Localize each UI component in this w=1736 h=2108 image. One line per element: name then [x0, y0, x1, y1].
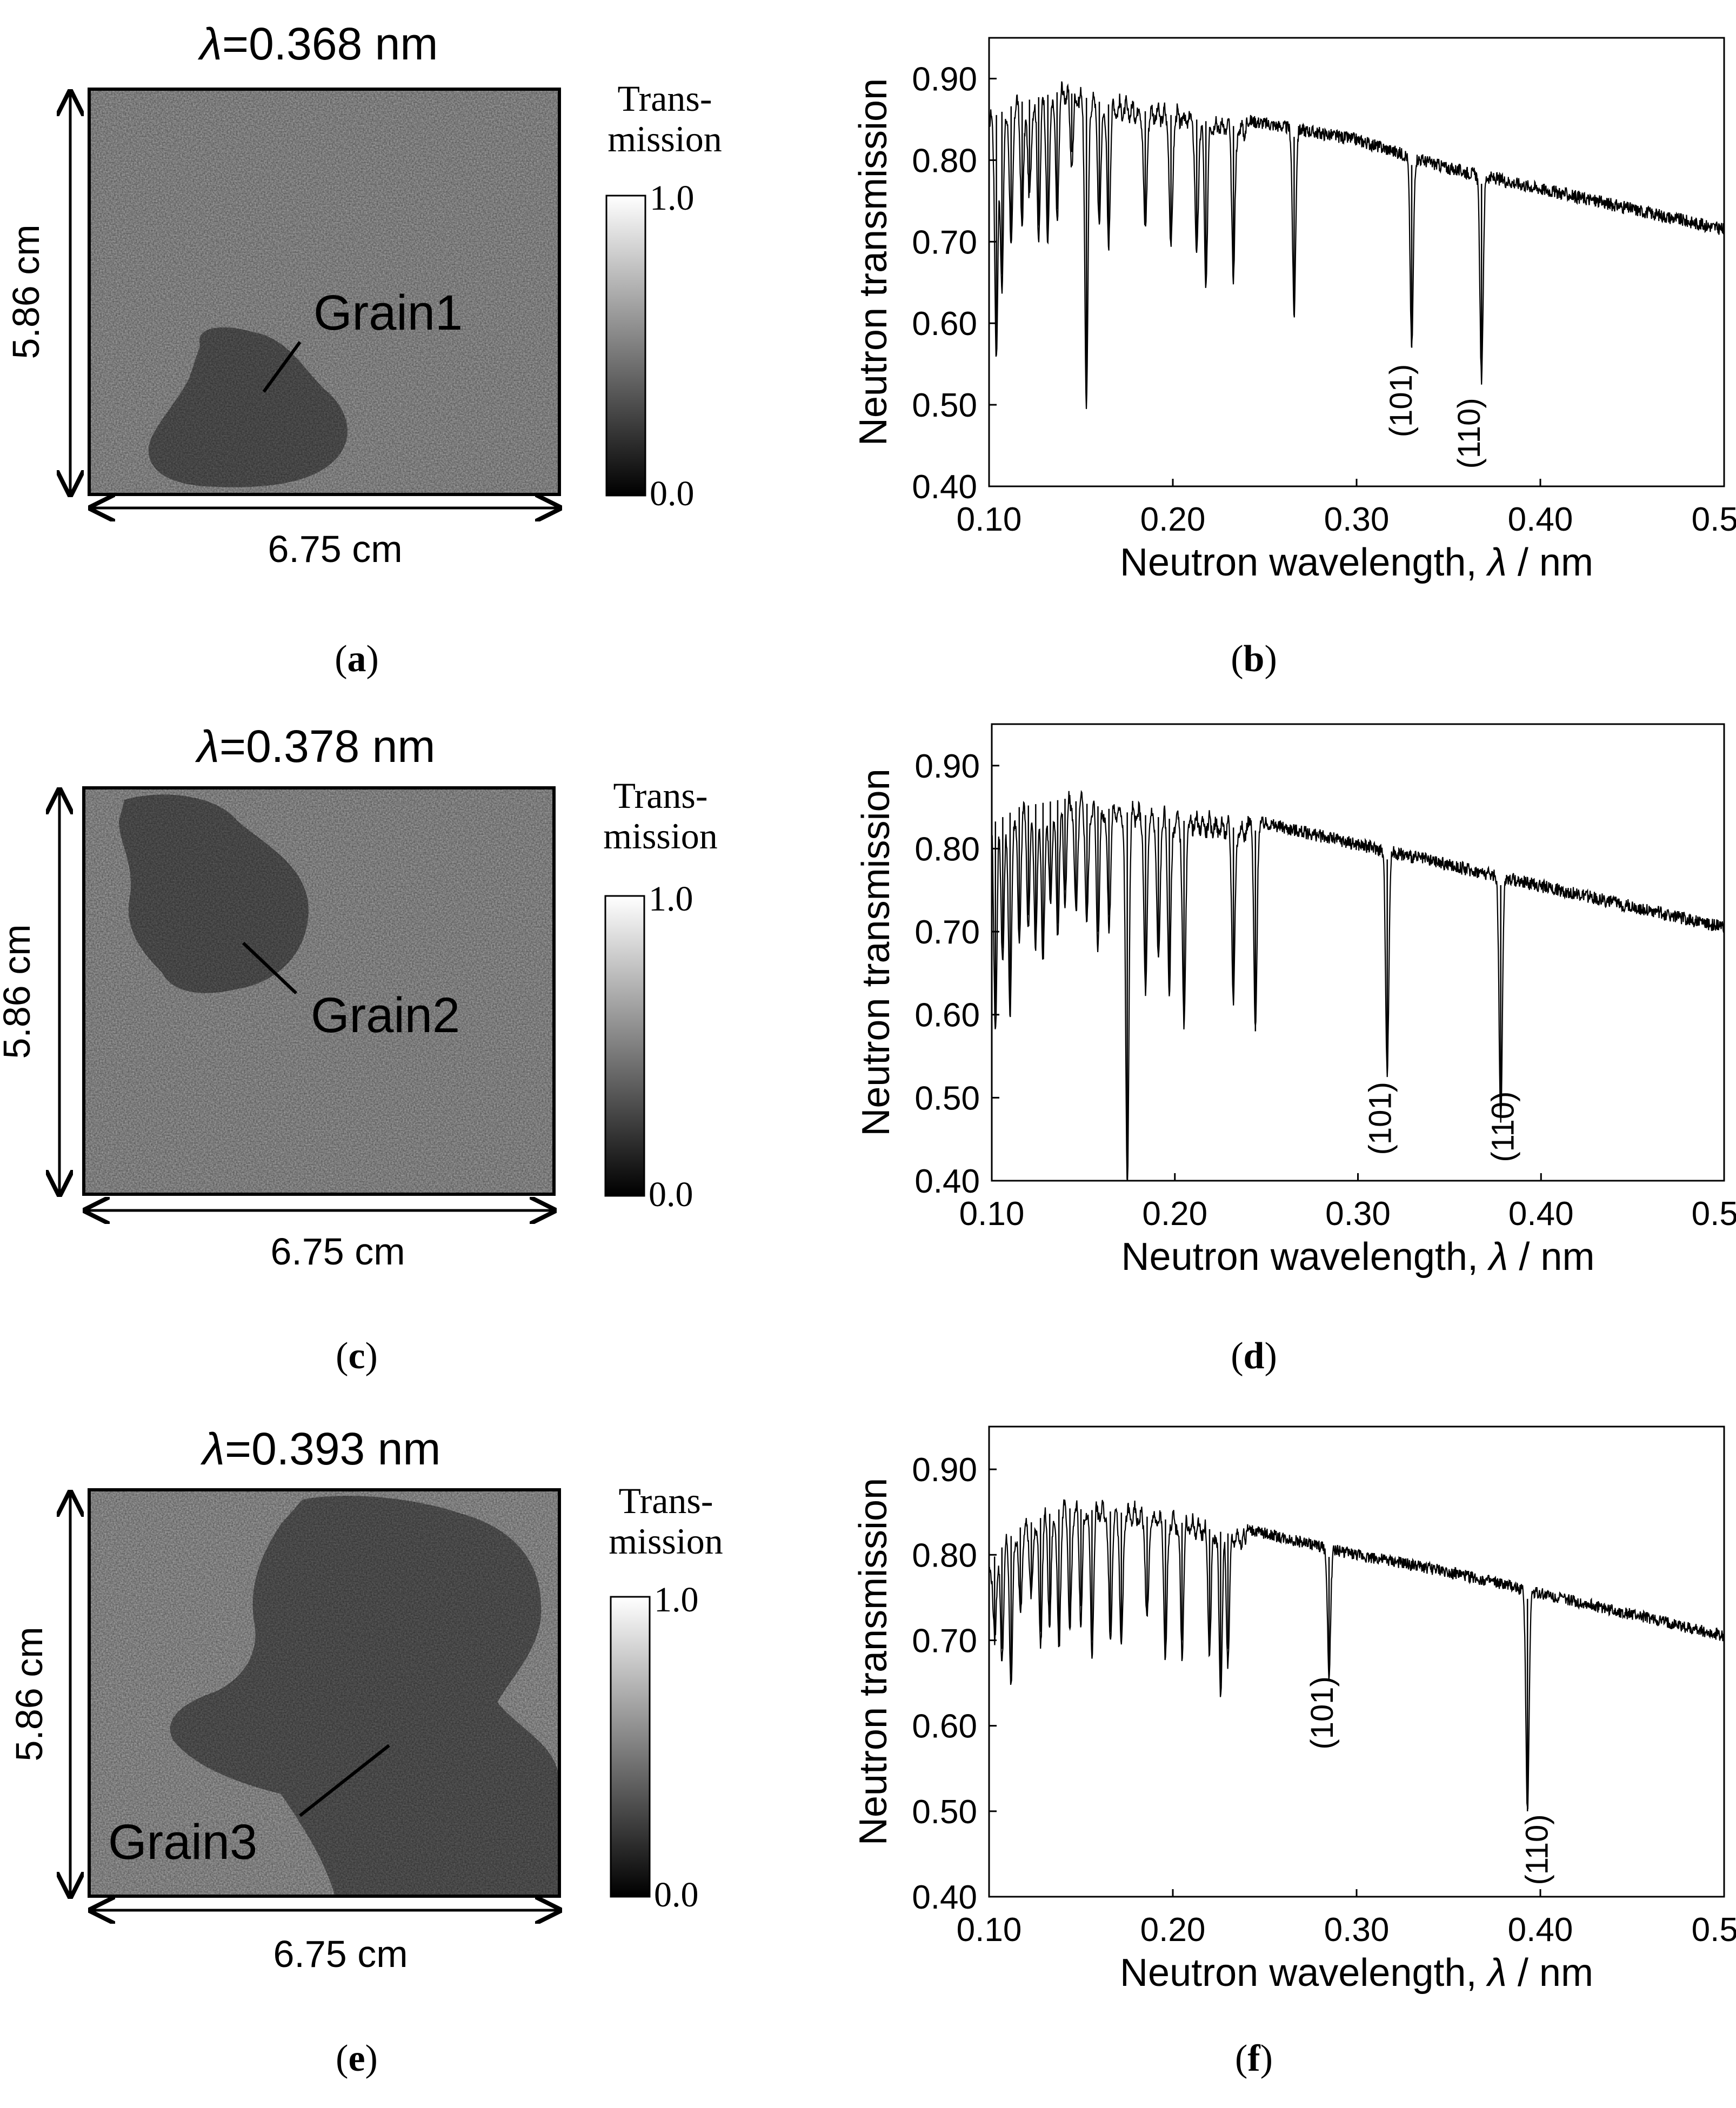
chart-d-ytick-label: 0.60 [914, 997, 980, 1034]
chart-d-peak-label: (101) [1363, 1082, 1398, 1155]
panel-a-colorbar-title-2: mission [607, 118, 722, 159]
chart-d-xlabel: Neutron wavelength, λ / nm [1121, 1235, 1595, 1279]
chart-d-ytick-label: 0.70 [914, 914, 980, 951]
chart-b-ytick-label: 0.70 [912, 224, 977, 261]
panel-c-colorbar-max: 1.0 [649, 879, 693, 919]
panel-e-colorbar-min: 0.0 [654, 1875, 699, 1915]
chart-d-ytick-label: 0.80 [914, 831, 980, 868]
panel-e-lambda-title: λ=0.393 nm [201, 1423, 441, 1474]
chart-b-peak-label: (110) [1452, 398, 1487, 469]
chart-b-peak-label: (101) [1384, 364, 1419, 437]
panel-e-colorbar-max: 1.0 [654, 1580, 699, 1620]
chart-d-frame [991, 723, 1725, 1182]
chart-b-spectrum-line [988, 81, 1725, 409]
chart-b-xtick-label: 0.40 [1508, 501, 1573, 538]
chart-d-xtick-label: 0.40 [1508, 1195, 1574, 1233]
panel-a-colorbar-min: 0.0 [650, 474, 695, 513]
chart-f-peak-label: (110) [1520, 1814, 1555, 1885]
chart-b-ytick-label: 0.90 [912, 61, 977, 98]
chart-f-frame [988, 1426, 1725, 1898]
caption-c: (c) [336, 1335, 378, 1377]
caption-d: (d) [1231, 1335, 1277, 1377]
panel-a-width-label: 6.75 cm [268, 528, 403, 570]
panel-c-colorbar-min: 0.0 [649, 1175, 693, 1214]
panel-c-colorbar-title-2: mission [603, 815, 718, 856]
chart-f-xtick-label: 0.10 [957, 1911, 1022, 1949]
chart-d-ylabel: Neutron transmission [854, 768, 898, 1136]
panel-e-grain-label: Grain3 [108, 1815, 257, 1870]
chart-f-peak-label: (101) [1305, 1676, 1340, 1749]
panel-a-grain-label: Grain1 [313, 285, 463, 340]
chart-f-xtick-label: 0.30 [1324, 1911, 1390, 1949]
chart-b-xtick-label: 0.50 [1692, 501, 1736, 538]
panel-c-height-label: 5.86 cm [0, 925, 38, 1059]
panel-a-colorbar-title-1: Trans- [617, 78, 712, 119]
chart-f-ylabel: Neutron transmission [852, 1478, 895, 1845]
panel-e-width-label: 6.75 cm [273, 1933, 408, 1975]
chart-f-spectrum-line [988, 1499, 1725, 1809]
chart-b-xtick-label: 0.10 [957, 501, 1022, 538]
panel-e-height-label: 5.86 cm [8, 1627, 50, 1762]
chart-b: 0.40 0.50 0.60 0.70 0.80 0.90 0.10 0.20 0.30 0.40… [852, 37, 1736, 584]
chart-b-ytick-label: 0.60 [912, 305, 977, 343]
panel-a-height-label: 5.86 cm [5, 225, 47, 359]
panel-c-grain-label: Grain2 [311, 988, 460, 1043]
chart-d-spectrum-line [991, 789, 1725, 1181]
chart-f-ytick-label: 0.50 [912, 1794, 977, 1831]
caption-b: (b) [1231, 638, 1277, 680]
panel-e-colorbar [610, 1596, 651, 1898]
chart-f-xtick-label: 0.20 [1140, 1911, 1206, 1949]
chart-b-xtick-label: 0.30 [1324, 501, 1390, 538]
chart-d-xtick-label: 0.20 [1142, 1195, 1207, 1233]
chart-f-ytick-label: 0.40 [912, 1879, 977, 1916]
chart-b-xtick-label: 0.20 [1140, 501, 1206, 538]
chart-f-ytick-label: 0.90 [912, 1451, 977, 1489]
caption-a: (a) [335, 638, 379, 680]
panel-c-width-label: 6.75 cm [271, 1230, 405, 1273]
panel-a-colorbar [605, 195, 646, 497]
panel-c-image: λ=0.378 nm Grain2 5.86 cm 6.75 cm Trans-… [0, 721, 718, 1273]
panel-a-image: λ=0.368 nm Grain1 5.86 cm 6.75 cm Trans-… [5, 18, 722, 570]
chart-d-ytick-label: 0.50 [914, 1080, 980, 1117]
panel-e-image: λ=0.393 nm Grain3 5.86 cm 6.75 cm Trans-… [8, 1423, 723, 1975]
caption-e: (e) [336, 2038, 378, 2079]
chart-b-ytick-label: 0.40 [912, 469, 977, 506]
panel-e-colorbar-title-1: Trans- [618, 1480, 713, 1521]
chart-b-ytick-label: 0.80 [912, 142, 977, 179]
chart-f: 0.40 0.50 0.60 0.70 0.80 0.90 0.10 0.20 0.30 0.40… [852, 1426, 1736, 1995]
chart-d: 0.40 0.50 0.60 0.70 0.80 0.90 0.10 0.20 0.30 0.40… [854, 723, 1736, 1279]
panel-e-colorbar-title-2: mission [609, 1521, 723, 1562]
panel-c-colorbar [604, 895, 645, 1197]
panel-c-colorbar-title-1: Trans- [613, 775, 707, 816]
transmission-spectra: 0.40 0.50 0.60 0.70 0.80 0.90 0.10 0.20 0.30 0.40… [852, 37, 1736, 1995]
chart-b-ylabel: Neutron transmission [852, 78, 895, 446]
chart-b-xlabel: Neutron wavelength, λ / nm [1120, 541, 1593, 584]
chart-d-xtick-label: 0.30 [1325, 1195, 1391, 1233]
chart-f-xtick-label: 0.50 [1692, 1911, 1736, 1949]
transmission-images: λ=0.368 nm Grain1 5.86 cm 6.75 cm Trans-… [0, 18, 723, 1975]
chart-f-ytick-label: 0.80 [912, 1537, 977, 1574]
chart-f-xtick-label: 0.40 [1508, 1911, 1573, 1949]
chart-d-ytick-label: 0.40 [914, 1163, 980, 1200]
chart-d-xtick-label: 0.10 [959, 1195, 1025, 1233]
chart-d-xtick-label: 0.50 [1692, 1195, 1736, 1233]
chart-f-ytick-label: 0.70 [912, 1622, 977, 1659]
caption-f: (f) [1235, 2038, 1273, 2079]
panel-a-lambda-title: λ=0.368 nm [198, 18, 438, 69]
chart-d-peak-label: (110) [1485, 1092, 1520, 1162]
chart-d-ytick-label: 0.90 [914, 748, 980, 785]
chart-b-ytick-label: 0.50 [912, 387, 977, 424]
panel-c-lambda-title: λ=0.378 nm [195, 721, 436, 772]
panel-a-colorbar-max: 1.0 [650, 178, 695, 218]
chart-f-ytick-label: 0.60 [912, 1708, 977, 1745]
chart-f-xlabel: Neutron wavelength, λ / nm [1120, 1951, 1593, 1995]
